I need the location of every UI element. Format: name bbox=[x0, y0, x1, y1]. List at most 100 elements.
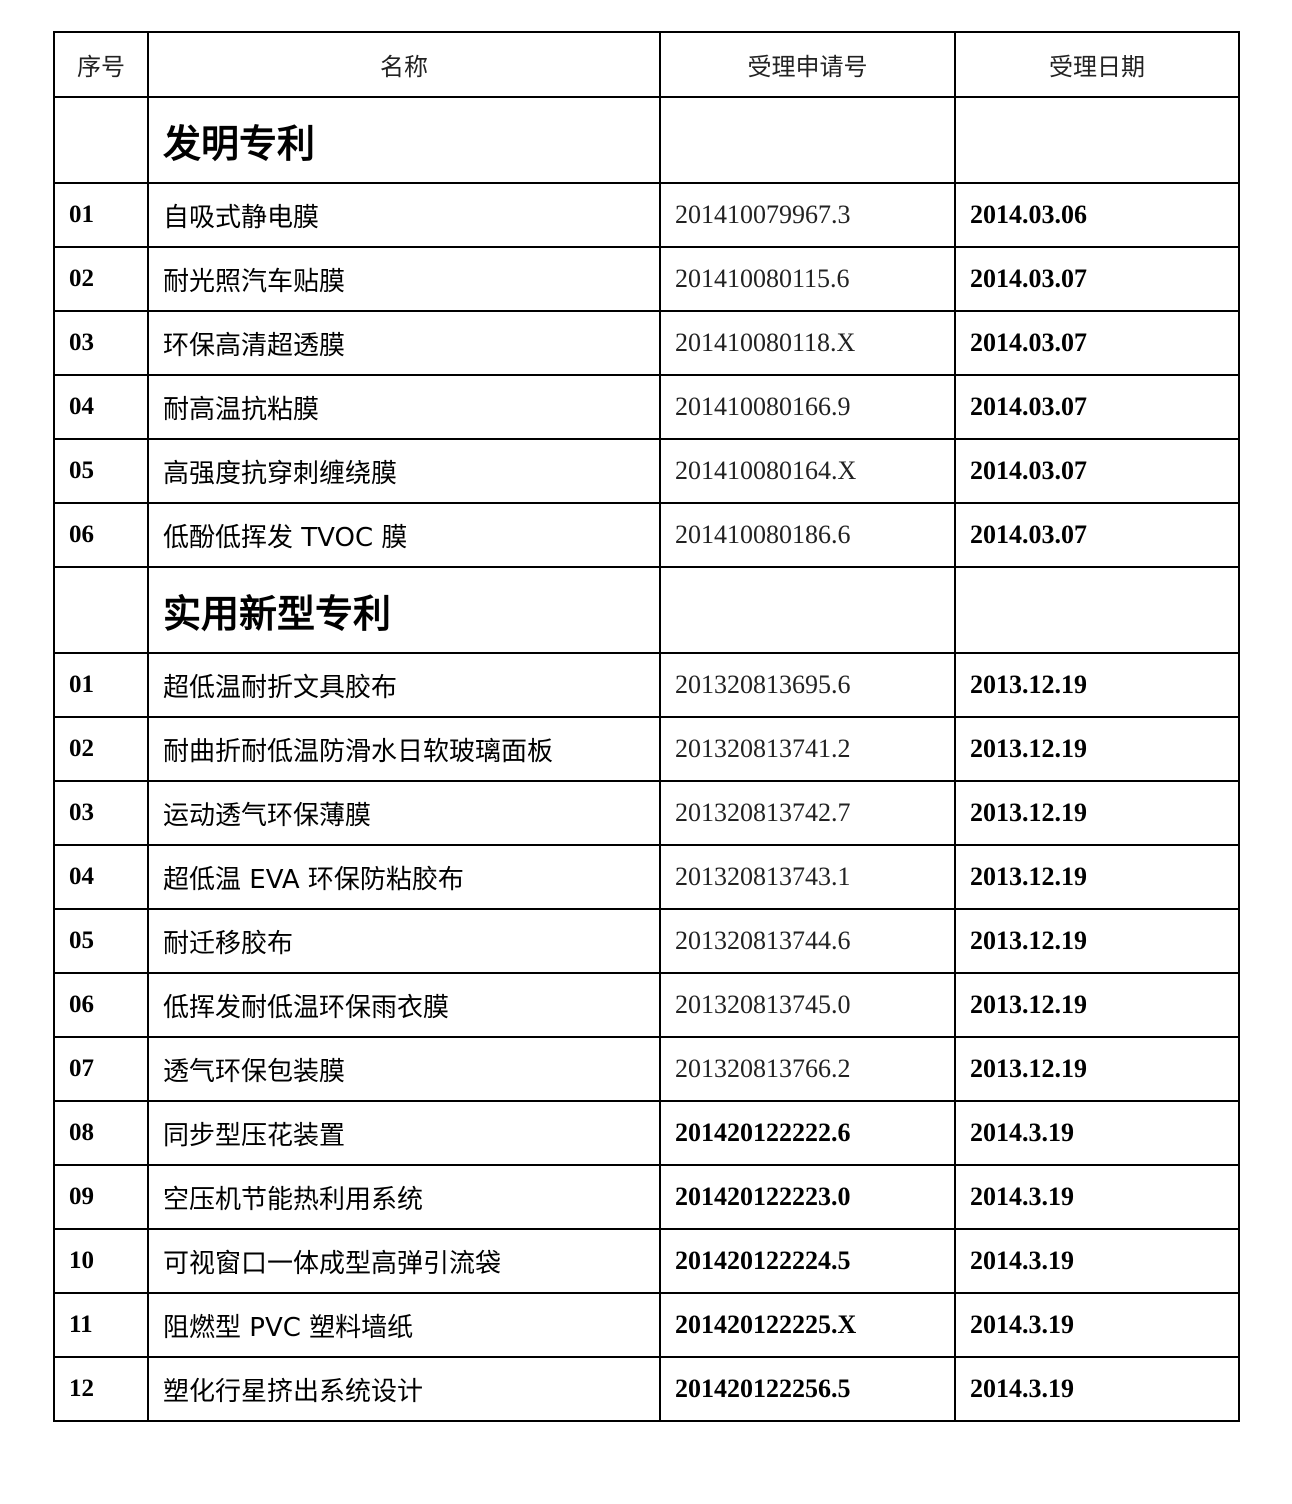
row-number: 06 bbox=[53, 972, 149, 1038]
application-number: 201420122222.6 bbox=[659, 1100, 956, 1166]
application-number: 201320813744.6 bbox=[659, 908, 956, 974]
table-row: 11 阻燃型 PVC 塑料墙纸 201420122225.X 2014.3.19 bbox=[53, 1292, 1240, 1358]
table-row: 01 自吸式静电膜 201410079967.3 2014.03.06 bbox=[53, 182, 1240, 248]
row-number: 04 bbox=[53, 844, 149, 910]
application-date: 2014.03.07 bbox=[954, 438, 1240, 504]
application-date: 2014.03.07 bbox=[954, 246, 1240, 312]
application-date: 2014.3.19 bbox=[954, 1100, 1240, 1166]
application-date: 2014.3.19 bbox=[954, 1164, 1240, 1230]
application-number: 201410080164.X bbox=[659, 438, 956, 504]
header-number: 序号 bbox=[53, 31, 149, 98]
application-number: 201320813741.2 bbox=[659, 716, 956, 782]
section-title: 实用新型专利 bbox=[147, 566, 661, 654]
application-number: 201320813745.0 bbox=[659, 972, 956, 1038]
row-number: 06 bbox=[53, 502, 149, 568]
application-number: 201320813766.2 bbox=[659, 1036, 956, 1102]
row-number: 05 bbox=[53, 908, 149, 974]
application-date: 2014.3.19 bbox=[954, 1292, 1240, 1358]
section-empty-cell bbox=[659, 96, 956, 184]
table-row: 02 耐光照汽车贴膜 201410080115.6 2014.03.07 bbox=[53, 246, 1240, 312]
table-row: 06 低挥发耐低温环保雨衣膜 201320813745.0 2013.12.19 bbox=[53, 972, 1240, 1038]
table-row: 03 运动透气环保薄膜 201320813742.7 2013.12.19 bbox=[53, 780, 1240, 846]
application-number: 201410079967.3 bbox=[659, 182, 956, 248]
table-row: 12 塑化行星挤出系统设计 201420122256.5 2014.3.19 bbox=[53, 1356, 1240, 1422]
patent-name: 耐高温抗粘膜 bbox=[147, 374, 661, 440]
table-row: 04 耐高温抗粘膜 201410080166.9 2014.03.07 bbox=[53, 374, 1240, 440]
patent-name: 塑化行星挤出系统设计 bbox=[147, 1356, 661, 1422]
row-number: 01 bbox=[53, 182, 149, 248]
section-empty-cell bbox=[954, 566, 1240, 654]
header-row: 序号 名称 受理申请号 受理日期 bbox=[53, 31, 1240, 98]
application-number: 201420122256.5 bbox=[659, 1356, 956, 1422]
header-application-date: 受理日期 bbox=[954, 31, 1240, 98]
patent-name: 阻燃型 PVC 塑料墙纸 bbox=[147, 1292, 661, 1358]
row-number: 04 bbox=[53, 374, 149, 440]
table-row: 09 空压机节能热利用系统 201420122223.0 2014.3.19 bbox=[53, 1164, 1240, 1230]
section-row: 发明专利 bbox=[53, 96, 1240, 184]
table-row: 02 耐曲折耐低温防滑水日软玻璃面板 201320813741.2 2013.12.1… bbox=[53, 716, 1240, 782]
row-number: 10 bbox=[53, 1228, 149, 1294]
row-number: 03 bbox=[53, 310, 149, 376]
patent-name: 环保高清超透膜 bbox=[147, 310, 661, 376]
row-number: 02 bbox=[53, 246, 149, 312]
patent-name: 高强度抗穿刺缠绕膜 bbox=[147, 438, 661, 504]
table-row: 10 可视窗口一体成型高弹引流袋 201420122224.5 2014.3.19 bbox=[53, 1228, 1240, 1294]
patent-name: 透气环保包装膜 bbox=[147, 1036, 661, 1102]
section-title: 发明专利 bbox=[147, 96, 661, 184]
patent-name: 超低温 EVA 环保防粘胶布 bbox=[147, 844, 661, 910]
row-number: 05 bbox=[53, 438, 149, 504]
patent-name: 低挥发耐低温环保雨衣膜 bbox=[147, 972, 661, 1038]
table-row: 04 超低温 EVA 环保防粘胶布 201320813743.1 2013.12.19 bbox=[53, 844, 1240, 910]
header-name: 名称 bbox=[147, 31, 661, 98]
application-date: 2014.03.07 bbox=[954, 502, 1240, 568]
section-row: 实用新型专利 bbox=[53, 566, 1240, 654]
application-date: 2013.12.19 bbox=[954, 1036, 1240, 1102]
table-row: 01 超低温耐折文具胶布 201320813695.6 2013.12.19 bbox=[53, 652, 1240, 718]
patent-name: 耐曲折耐低温防滑水日软玻璃面板 bbox=[147, 716, 661, 782]
application-number: 201320813743.1 bbox=[659, 844, 956, 910]
table-row: 08 同步型压花装置 201420122222.6 2014.3.19 bbox=[53, 1100, 1240, 1166]
application-date: 2014.03.07 bbox=[954, 374, 1240, 440]
application-number: 201420122225.X bbox=[659, 1292, 956, 1358]
patent-name: 自吸式静电膜 bbox=[147, 182, 661, 248]
patent-name: 运动透气环保薄膜 bbox=[147, 780, 661, 846]
patent-name: 同步型压花装置 bbox=[147, 1100, 661, 1166]
row-number: 08 bbox=[53, 1100, 149, 1166]
application-number: 201410080166.9 bbox=[659, 374, 956, 440]
patent-name: 低酚低挥发 TVOC 膜 bbox=[147, 502, 661, 568]
application-date: 2013.12.19 bbox=[954, 652, 1240, 718]
row-number: 03 bbox=[53, 780, 149, 846]
table-row: 03 环保高清超透膜 201410080118.X 2014.03.07 bbox=[53, 310, 1240, 376]
patent-table: 序号 名称 受理申请号 受理日期 发明专利 01 自吸式静电膜 20141007996… bbox=[53, 31, 1240, 1422]
header-application-number: 受理申请号 bbox=[659, 31, 956, 98]
application-number: 201420122223.0 bbox=[659, 1164, 956, 1230]
application-date: 2013.12.19 bbox=[954, 780, 1240, 846]
row-number: 12 bbox=[53, 1356, 149, 1422]
application-number: 201410080118.X bbox=[659, 310, 956, 376]
patent-name: 耐迁移胶布 bbox=[147, 908, 661, 974]
application-number: 201320813742.7 bbox=[659, 780, 956, 846]
row-number: 09 bbox=[53, 1164, 149, 1230]
patent-name: 空压机节能热利用系统 bbox=[147, 1164, 661, 1230]
table-row: 05 高强度抗穿刺缠绕膜 201410080164.X 2014.03.07 bbox=[53, 438, 1240, 504]
patent-name: 超低温耐折文具胶布 bbox=[147, 652, 661, 718]
patent-name: 可视窗口一体成型高弹引流袋 bbox=[147, 1228, 661, 1294]
application-date: 2013.12.19 bbox=[954, 972, 1240, 1038]
section-number-empty bbox=[53, 96, 149, 184]
application-date: 2013.12.19 bbox=[954, 908, 1240, 974]
application-date: 2013.12.19 bbox=[954, 716, 1240, 782]
table-row: 06 低酚低挥发 TVOC 膜 201410080186.6 2014.03.07 bbox=[53, 502, 1240, 568]
application-number: 201410080115.6 bbox=[659, 246, 956, 312]
application-date: 2014.3.19 bbox=[954, 1356, 1240, 1422]
row-number: 07 bbox=[53, 1036, 149, 1102]
row-number: 01 bbox=[53, 652, 149, 718]
application-number: 201420122224.5 bbox=[659, 1228, 956, 1294]
patent-name: 耐光照汽车贴膜 bbox=[147, 246, 661, 312]
application-date: 2014.03.06 bbox=[954, 182, 1240, 248]
application-number: 201410080186.6 bbox=[659, 502, 956, 568]
section-empty-cell bbox=[659, 566, 956, 654]
row-number: 02 bbox=[53, 716, 149, 782]
table-row: 05 耐迁移胶布 201320813744.6 2013.12.19 bbox=[53, 908, 1240, 974]
application-date: 2014.3.19 bbox=[954, 1228, 1240, 1294]
application-number: 201320813695.6 bbox=[659, 652, 956, 718]
